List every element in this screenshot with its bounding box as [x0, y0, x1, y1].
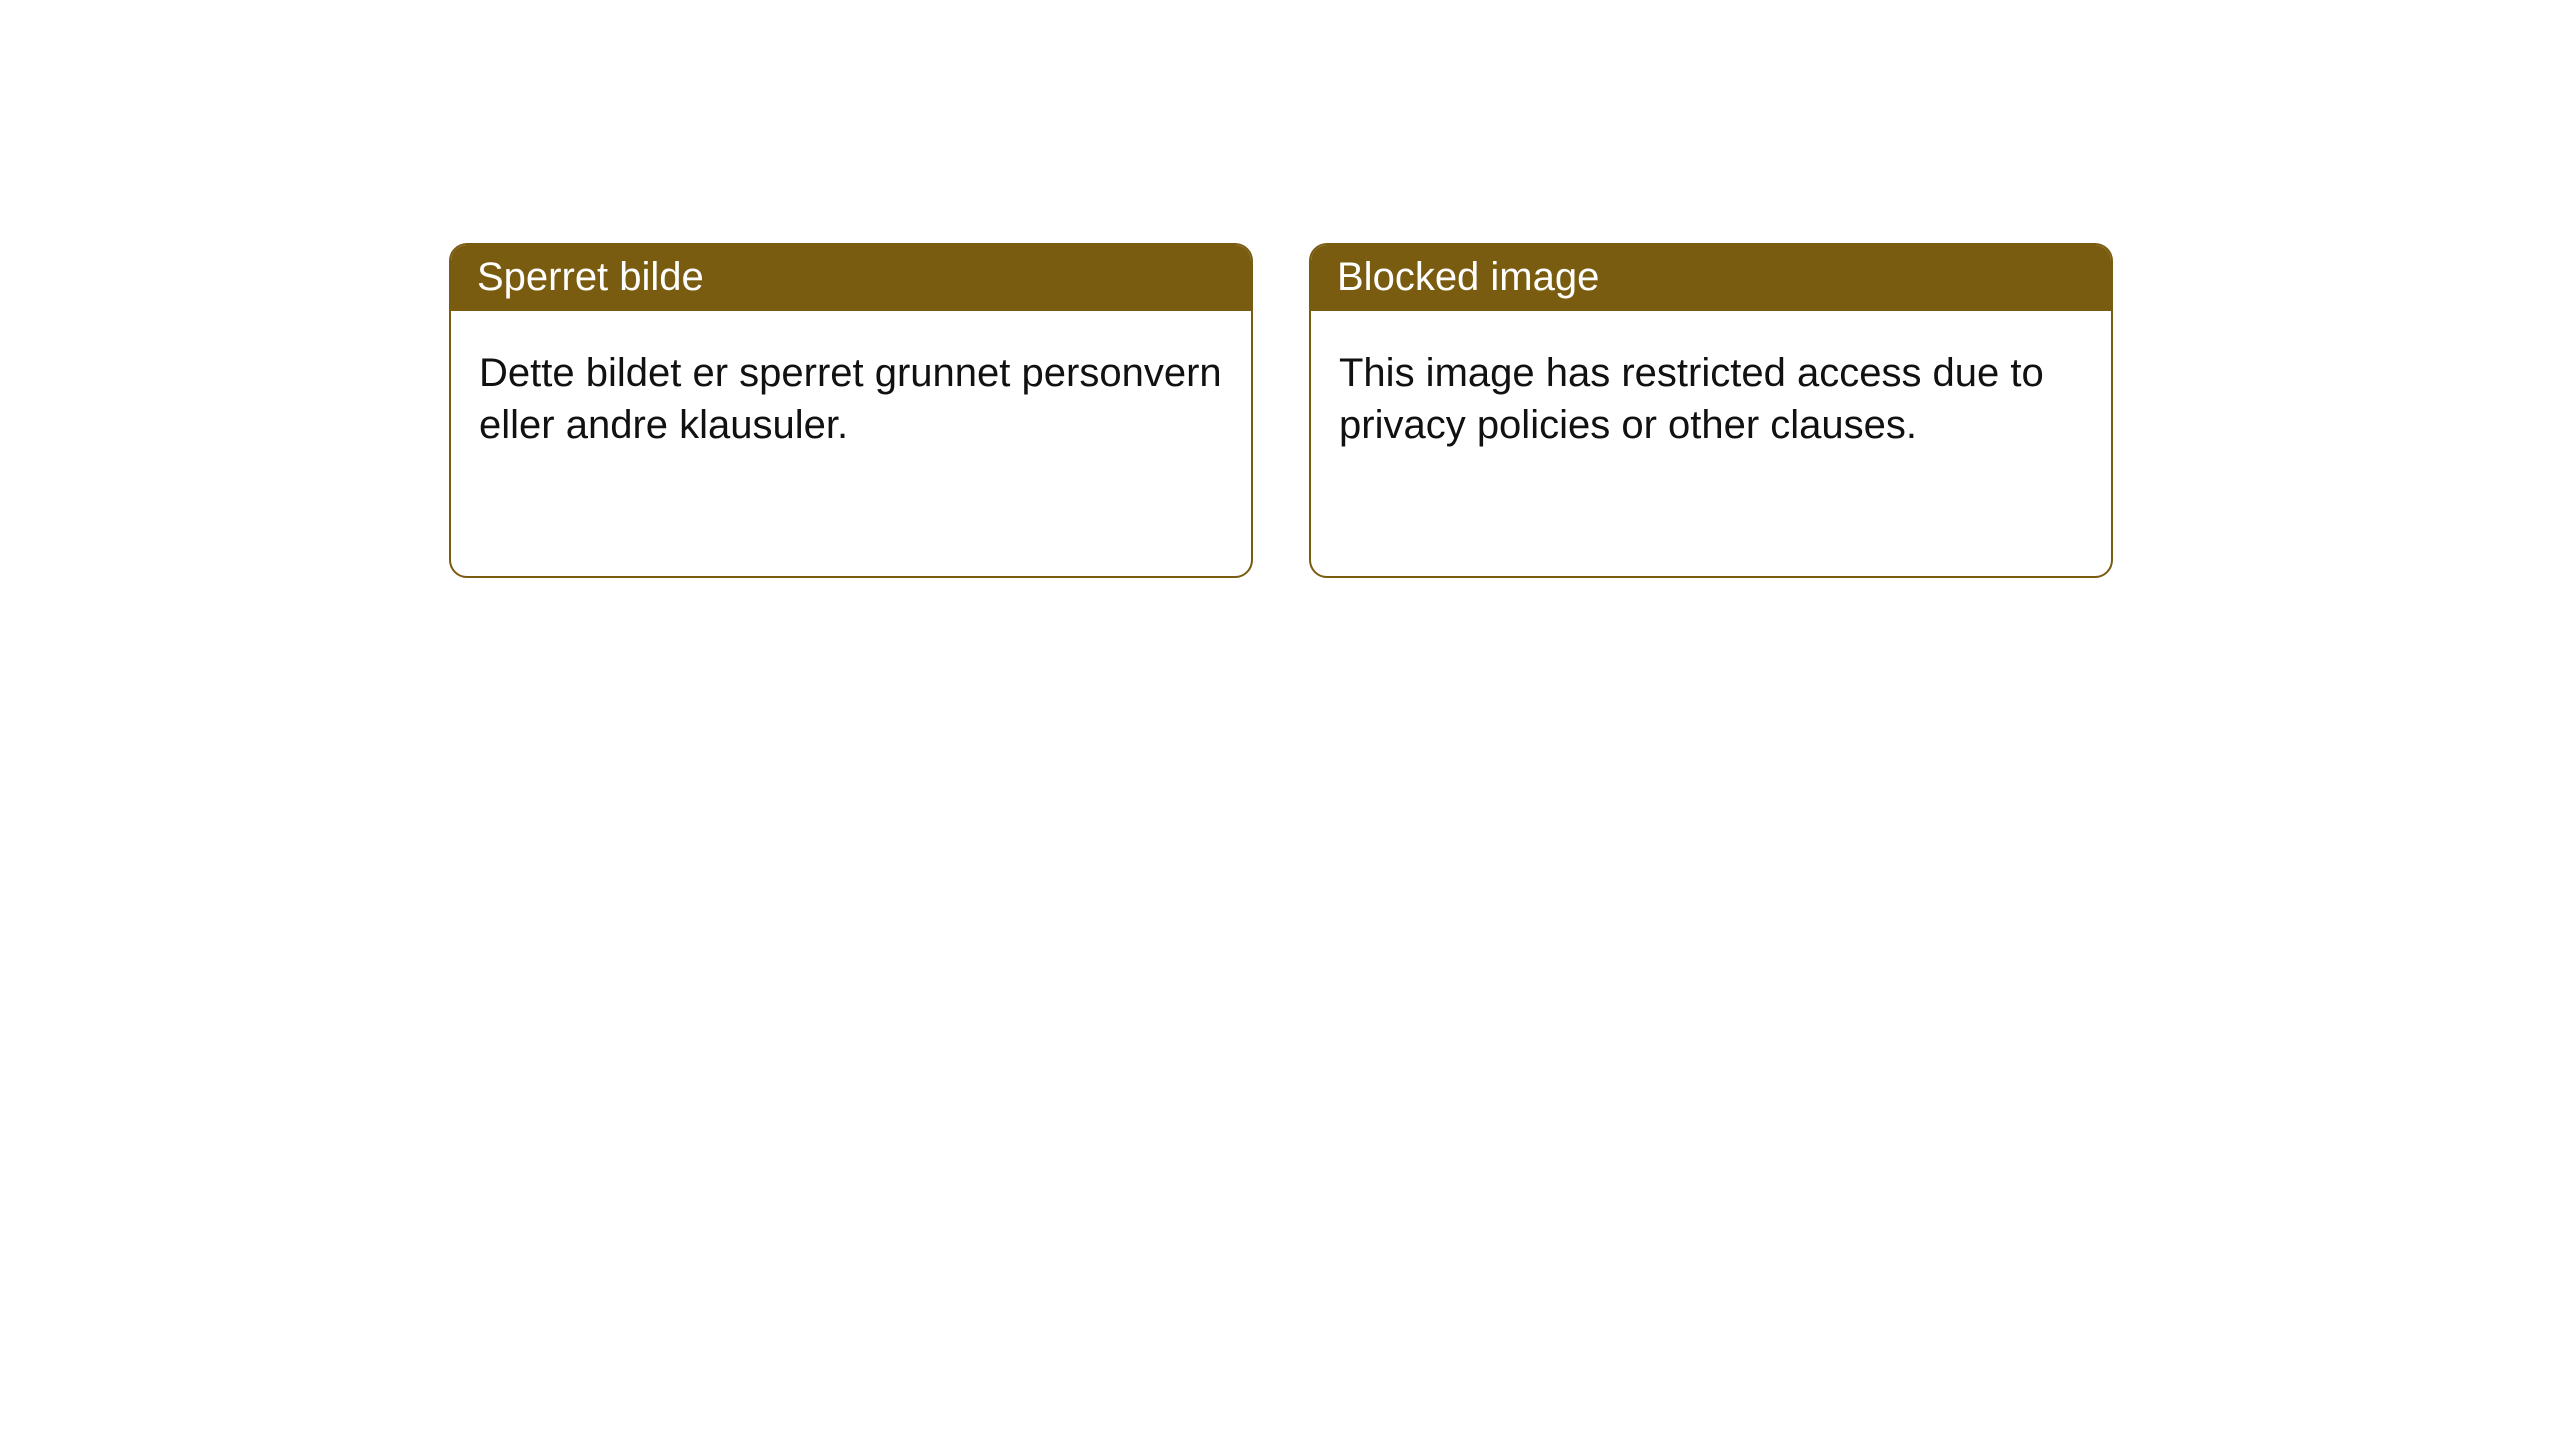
card-header: Sperret bilde: [451, 245, 1251, 311]
blocked-image-notice-norwegian: Sperret bilde Dette bildet er sperret gr…: [449, 243, 1253, 578]
blocked-image-notice-english: Blocked image This image has restricted …: [1309, 243, 2113, 578]
card-message: Dette bildet er sperret grunnet personve…: [479, 351, 1222, 447]
notice-container: Sperret bilde Dette bildet er sperret gr…: [0, 0, 2560, 578]
card-title: Blocked image: [1337, 255, 1599, 299]
card-header: Blocked image: [1311, 245, 2111, 311]
card-message: This image has restricted access due to …: [1339, 351, 2044, 447]
card-body: This image has restricted access due to …: [1311, 311, 2111, 487]
card-title: Sperret bilde: [477, 255, 704, 299]
card-body: Dette bildet er sperret grunnet personve…: [451, 311, 1251, 487]
